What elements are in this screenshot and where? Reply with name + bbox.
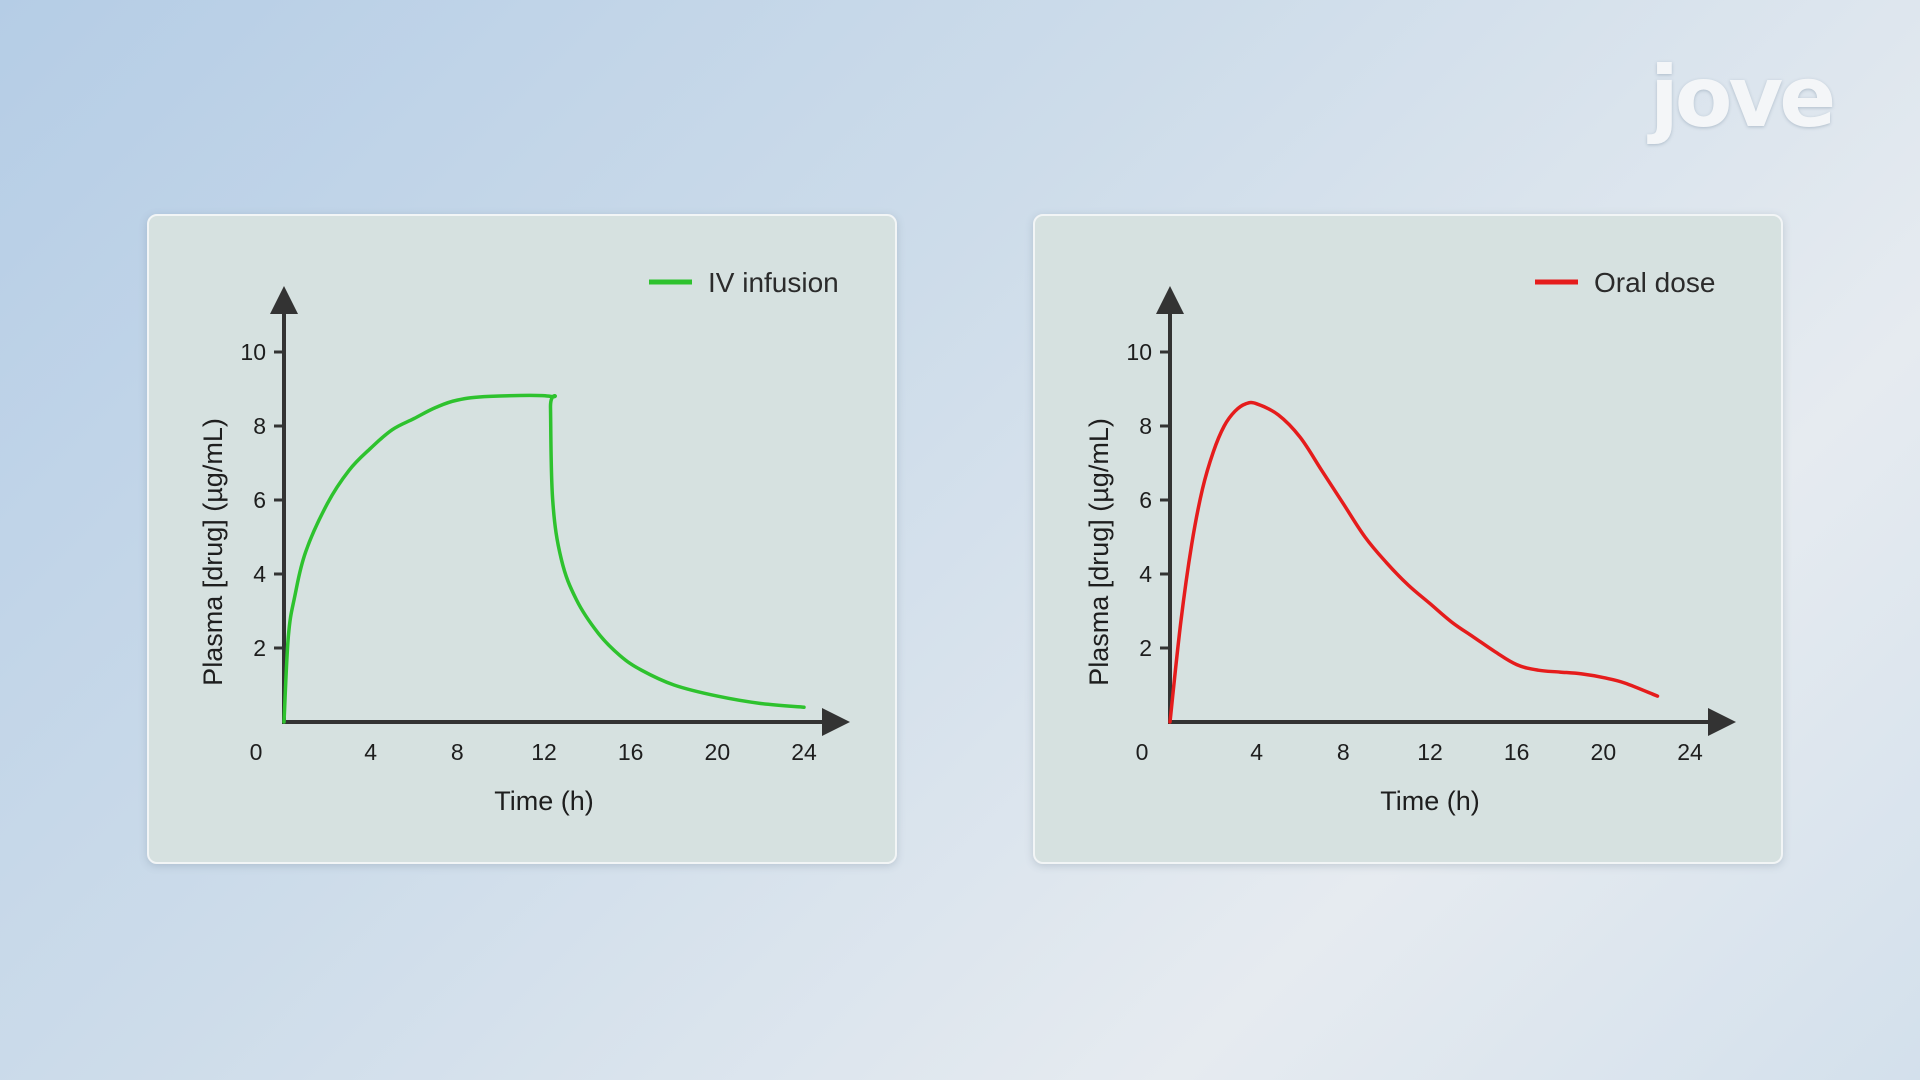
x-axis-title: Time (h) (1380, 786, 1480, 816)
x-axis-arrow (1708, 708, 1736, 736)
x-tick-label: 4 (1250, 739, 1263, 765)
y-tick-label: 10 (1126, 339, 1152, 365)
x-tick-label: 16 (1504, 739, 1530, 765)
x-tick-label: 8 (1337, 739, 1350, 765)
x-tick-label: 24 (791, 739, 817, 765)
y-axis-arrow (270, 286, 298, 314)
x-tick-label: 4 (364, 739, 377, 765)
x-tick-label: 16 (618, 739, 644, 765)
y-tick-label: 6 (1139, 487, 1152, 513)
y-tick-label: 4 (1139, 561, 1152, 587)
legend-label: Oral dose (1594, 267, 1715, 298)
series-line (1168, 400, 1660, 724)
x-axis-title: Time (h) (494, 786, 594, 816)
y-axis-arrow (1156, 286, 1184, 314)
y-tick-label: 6 (253, 487, 266, 513)
series-line (282, 393, 806, 724)
y-tick-label: 8 (1139, 413, 1152, 439)
y-tick-label: 8 (253, 413, 266, 439)
y-tick-label: 2 (253, 635, 266, 661)
y-tick-label: 10 (240, 339, 266, 365)
x-tick-label: 12 (531, 739, 557, 765)
x-tick-label: 20 (705, 739, 731, 765)
iv-infusion-chart-panel: 4 8 12 16 20 24 0 2 4 6 8 10 Time (h) Plasma [drug] (… (147, 214, 897, 864)
y-axis-title: Plasma [drug] (µg/mL) (198, 418, 228, 686)
x-tick-label: 24 (1677, 739, 1703, 765)
jove-logo: jove (1650, 48, 1836, 146)
x-tick-label: 12 (1417, 739, 1443, 765)
oral-dose-chart-panel: 4 8 12 16 20 24 0 2 4 6 8 10 Time (h) Plasma [drug] (… (1033, 214, 1783, 864)
origin-label: 0 (1136, 739, 1149, 765)
y-axis-title: Plasma [drug] (µg/mL) (1084, 418, 1114, 686)
y-tick-label: 4 (253, 561, 266, 587)
x-tick-label: 8 (451, 739, 464, 765)
y-tick-label: 2 (1139, 635, 1152, 661)
legend-label: IV infusion (708, 267, 839, 298)
origin-label: 0 (250, 739, 263, 765)
x-tick-label: 20 (1591, 739, 1617, 765)
x-axis-arrow (822, 708, 850, 736)
